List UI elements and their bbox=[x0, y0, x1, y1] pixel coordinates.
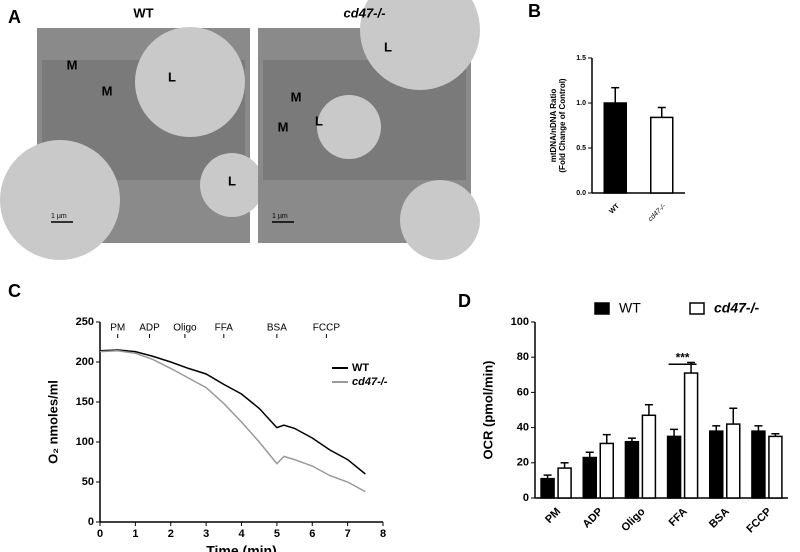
organelle-label: M bbox=[102, 83, 113, 98]
bar bbox=[650, 116, 674, 194]
y-axis-label: (Fold Change of Control) bbox=[558, 78, 567, 173]
x-tick-label: Oligo bbox=[619, 505, 648, 534]
legend-swatch bbox=[689, 302, 705, 315]
bar bbox=[751, 430, 766, 499]
y-tick-label: 250 bbox=[76, 316, 94, 328]
organelle-label: L bbox=[315, 113, 323, 128]
lipid-droplet bbox=[360, 0, 480, 90]
lipid-droplet bbox=[317, 95, 381, 159]
y-tick-label: 80 bbox=[517, 351, 529, 363]
line-series bbox=[99, 350, 366, 493]
y-axis-label: OCR (pmol/min) bbox=[480, 361, 495, 460]
scale-bar-label: 1 µm bbox=[272, 213, 288, 220]
organelle-label: M bbox=[67, 57, 78, 72]
x-tick-label: 3 bbox=[203, 528, 209, 540]
x-tick-label: 1 bbox=[132, 528, 138, 540]
y-tick-label: 150 bbox=[76, 396, 94, 408]
lipid-droplet bbox=[200, 153, 264, 217]
x-tick-label: BSA bbox=[707, 506, 732, 531]
annotation: FFA bbox=[215, 323, 234, 334]
organelle-label: L bbox=[384, 39, 392, 54]
annotation: PM bbox=[110, 323, 125, 334]
y-tick-label: 20 bbox=[517, 457, 529, 469]
lipid-droplet bbox=[0, 140, 120, 260]
legend-swatch bbox=[594, 302, 610, 315]
y-axis-label: mtDNA/nDNA Ratio bbox=[549, 89, 558, 163]
x-tick-label: 4 bbox=[238, 528, 245, 540]
legend-label: WT bbox=[619, 300, 641, 316]
organelle-label: L bbox=[228, 173, 236, 188]
y-tick-label: 0.0 bbox=[576, 190, 586, 197]
x-tick-label: FFA bbox=[667, 506, 690, 529]
x-tick-label: 2 bbox=[168, 528, 174, 540]
x-tick-label: 5 bbox=[274, 528, 280, 540]
lipid-droplet bbox=[135, 27, 245, 137]
panel-label: B bbox=[528, 1, 541, 21]
bar bbox=[768, 435, 783, 499]
panel-label: A bbox=[8, 7, 21, 27]
x-tick-label: 8 bbox=[380, 528, 386, 540]
micrograph-title: WT bbox=[133, 5, 153, 20]
y-tick-label: 1.5 bbox=[576, 55, 586, 62]
y-tick-label: 60 bbox=[517, 386, 529, 398]
organelle-label: M bbox=[291, 89, 302, 104]
annotation: FCCP bbox=[313, 323, 341, 334]
panel-label: C bbox=[8, 281, 21, 301]
annotation: ADP bbox=[139, 323, 160, 334]
scale-bar-label: 1 µm bbox=[51, 213, 67, 220]
micrograph-title: cd47-/- bbox=[344, 5, 386, 20]
legend-label: WT bbox=[352, 362, 369, 374]
annotation: Oligo bbox=[173, 323, 197, 334]
bar bbox=[540, 477, 555, 499]
y-tick-label: 1.0 bbox=[576, 100, 586, 107]
x-tick-label: 6 bbox=[309, 528, 315, 540]
bar bbox=[666, 435, 682, 499]
y-tick-label: 0 bbox=[88, 516, 94, 528]
bar bbox=[582, 456, 597, 499]
x-tick-label: 0 bbox=[97, 528, 103, 540]
y-tick-label: 100 bbox=[76, 436, 94, 448]
bar bbox=[641, 414, 657, 499]
line-series bbox=[99, 349, 366, 475]
lipid-droplet bbox=[400, 180, 480, 260]
x-tick-label: WT bbox=[608, 202, 621, 215]
bar bbox=[603, 102, 627, 194]
bar bbox=[599, 442, 614, 499]
organelle-label: L bbox=[168, 69, 176, 84]
significance-label: *** bbox=[676, 350, 690, 364]
x-tick-label: cd47-/- bbox=[647, 202, 668, 223]
bar bbox=[557, 467, 572, 499]
x-tick-label: PM bbox=[543, 506, 563, 526]
y-tick-label: 50 bbox=[82, 476, 94, 488]
organelle-label: M bbox=[278, 119, 289, 134]
panel-label: D bbox=[458, 291, 471, 311]
annotation: BSA bbox=[267, 323, 287, 334]
y-tick-label: 100 bbox=[511, 316, 529, 328]
y-tick-label: 40 bbox=[517, 422, 529, 434]
x-tick-label: ADP bbox=[581, 506, 606, 531]
x-axis-label: Time (min) bbox=[206, 543, 277, 552]
bar bbox=[726, 423, 741, 499]
bar bbox=[683, 372, 699, 499]
legend-label: cd47-/- bbox=[352, 376, 388, 388]
y-tick-label: 0.5 bbox=[576, 145, 586, 152]
y-tick-label: 200 bbox=[76, 356, 94, 368]
x-tick-label: FCCP bbox=[744, 506, 774, 536]
bar bbox=[709, 430, 724, 499]
y-tick-label: 0 bbox=[523, 492, 529, 504]
legend-label: cd47-/- bbox=[714, 300, 759, 316]
x-tick-label: 7 bbox=[345, 528, 351, 540]
bar bbox=[624, 440, 640, 499]
y-axis-label: O₂ nmoles/ml bbox=[45, 380, 60, 464]
